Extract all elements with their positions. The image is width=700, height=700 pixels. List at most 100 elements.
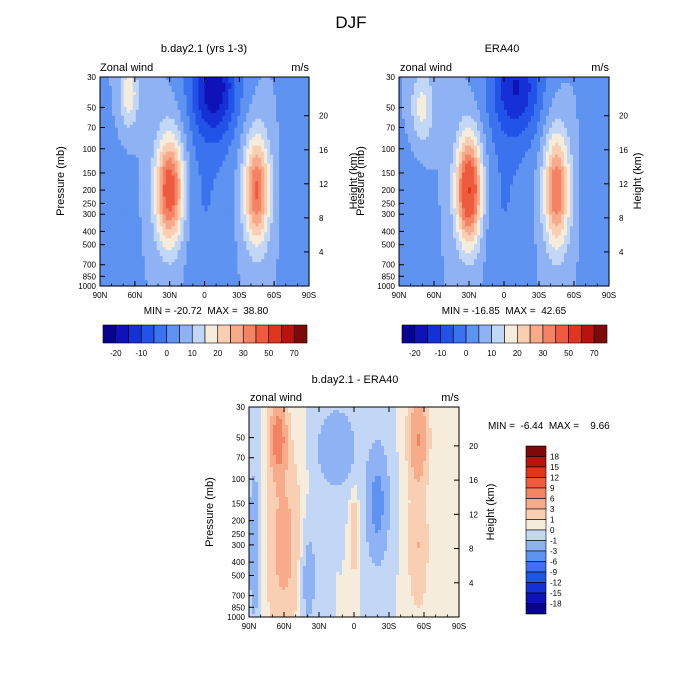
- contour-cell: [123, 133, 128, 138]
- contour-cell: [126, 181, 131, 186]
- contour-cell: [150, 280, 155, 284]
- contour-cell: [159, 154, 164, 159]
- contour-cell: [117, 121, 122, 126]
- contour-cell: [150, 82, 155, 87]
- contour-cell: [156, 136, 161, 141]
- contour-cell: [153, 214, 158, 218]
- contour-cell: [126, 187, 131, 192]
- contour-cell: [162, 196, 167, 201]
- contour-cell: [174, 262, 179, 266]
- contour-cell: [177, 274, 182, 278]
- contour-cell: [102, 208, 107, 212]
- contour-cell: [123, 139, 128, 144]
- contour-cell: [135, 115, 140, 120]
- contour-cell: [111, 199, 116, 203]
- contour-cell: [147, 160, 152, 165]
- contour-cell: [144, 238, 149, 242]
- contour-cell: [114, 79, 119, 84]
- contour-cell: [165, 220, 170, 224]
- contour-cell: [174, 172, 179, 177]
- contour-cell: [123, 253, 128, 257]
- contour-cell: [123, 106, 128, 111]
- contour-cell: [171, 172, 176, 177]
- contour-cell: [129, 139, 134, 144]
- contour-cell: [120, 190, 125, 195]
- contour-cell: [120, 220, 125, 224]
- contour-cell: [135, 232, 140, 236]
- contour-cell: [123, 232, 128, 236]
- contour-cell: [150, 106, 155, 111]
- contour-cell: [117, 166, 122, 171]
- contour-cell: [150, 100, 155, 105]
- contour-cell: [111, 238, 116, 242]
- contour-cell: [105, 181, 110, 186]
- contour-cell: [174, 238, 179, 242]
- contour-cell: [162, 202, 167, 206]
- contour-cell: [132, 166, 137, 171]
- contour-cell: [117, 217, 122, 221]
- contour-cell: [144, 172, 149, 177]
- x-tick-label: 0: [202, 291, 207, 300]
- contour-cell: [144, 202, 149, 206]
- contour-cell: [132, 232, 137, 236]
- contour-cell: [168, 202, 173, 206]
- contour-cell: [114, 85, 119, 90]
- contour-cell: [100, 127, 104, 132]
- contour-cell: [141, 217, 146, 221]
- contour-cell: [141, 205, 146, 209]
- contour-cell: [144, 145, 149, 150]
- contour-cell: [114, 91, 119, 96]
- contour-cell: [105, 247, 110, 251]
- contour-cell: [150, 79, 155, 84]
- contour-cell: [174, 160, 179, 165]
- contour-cell: [111, 77, 116, 81]
- contour-cell: [177, 241, 182, 245]
- contour-cell: [108, 100, 113, 105]
- contour-cell: [108, 280, 113, 284]
- contour-cell: [102, 196, 107, 201]
- contour-cell: [141, 259, 146, 263]
- contour-cell: [135, 184, 140, 189]
- contour-cell: [180, 130, 185, 135]
- contour-cell: [162, 193, 167, 198]
- contour-cell: [141, 244, 146, 248]
- contour-cell: [126, 247, 131, 251]
- contour-cell: [132, 91, 137, 96]
- contour-cell: [120, 127, 125, 132]
- contour-cell: [108, 229, 113, 233]
- contour-cell: [138, 77, 143, 81]
- contour-cell: [150, 181, 155, 186]
- contour-cell: [105, 163, 110, 168]
- contour-cell: [132, 124, 137, 129]
- contour-cell: [100, 172, 104, 177]
- contour-cell: [108, 253, 113, 257]
- contour-cell: [180, 121, 185, 126]
- contour-cell: [165, 244, 170, 248]
- contour-cell: [171, 148, 176, 153]
- contour-cell: [120, 202, 125, 206]
- contour-cell: [117, 232, 122, 236]
- contour-cell: [150, 175, 155, 180]
- contour-cell: [156, 115, 161, 120]
- contour-cell: [102, 226, 107, 230]
- contour-cell: [144, 241, 149, 245]
- contour-cell: [111, 151, 116, 156]
- contour-cell: [174, 220, 179, 224]
- contour-cell: [102, 199, 107, 203]
- contour-cell: [102, 235, 107, 239]
- contour-cell: [117, 283, 122, 287]
- contour-cell: [102, 223, 107, 227]
- contour-cell: [132, 235, 137, 239]
- contour-cell: [168, 79, 173, 84]
- contour-cell: [162, 115, 167, 120]
- contour-cell: [111, 202, 116, 206]
- contour-cell: [141, 91, 146, 96]
- contour-cell: [174, 274, 179, 278]
- contour-cell: [108, 226, 113, 230]
- contour-cell: [150, 127, 155, 132]
- contour-cell: [108, 256, 113, 260]
- contour-cell: [156, 181, 161, 186]
- contour-cell: [171, 103, 176, 108]
- contour-cell: [153, 250, 158, 254]
- y-tick-label: 150: [83, 169, 97, 178]
